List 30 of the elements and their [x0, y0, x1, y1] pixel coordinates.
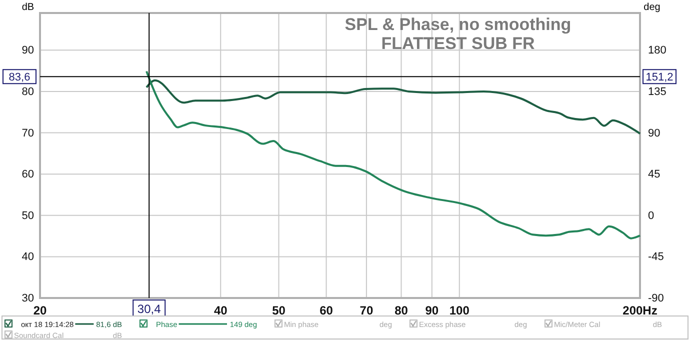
y-axis-title: dB: [22, 2, 34, 13]
y2-tick-label: 135: [648, 86, 666, 98]
x-tick-label: 40: [214, 304, 228, 318]
annotation: 151,2: [646, 72, 674, 84]
y-tick-label: 80: [22, 86, 34, 98]
y-tick-label: 40: [22, 251, 34, 264]
y2-tick-label: 90: [648, 127, 660, 140]
y-tick-label: 30: [22, 292, 34, 305]
y2-tick-label: 0: [648, 210, 654, 222]
x-tick-label: 80: [394, 304, 408, 318]
x-tick-label: 70: [360, 304, 374, 318]
x-tick-label: 200Hz: [622, 304, 658, 318]
y-tick-label: 50: [22, 210, 34, 222]
x-tick-label: 50: [272, 304, 286, 318]
y-tick-label: 70: [22, 127, 34, 140]
y2-tick-label: 45: [648, 168, 660, 181]
x-tick-label: 100: [449, 304, 470, 318]
y-tick-label: 90: [22, 44, 34, 57]
text: FLATTEST SUB FR: [381, 34, 535, 53]
chart-title: SPL & Phase, no smoothing: [344, 15, 572, 34]
x-tick-label: 60: [320, 304, 334, 318]
y2-tick-label: 180: [648, 44, 666, 57]
y2-tick-label: -90: [648, 292, 664, 305]
y2-axis-title: deg: [644, 2, 660, 13]
ref-line-label: 83,6: [8, 72, 30, 84]
x-tick-label: 20: [33, 304, 47, 318]
y-tick-label: 60: [22, 168, 34, 181]
x-tick-label: 90: [425, 304, 439, 318]
y2-tick-label: -45: [648, 251, 664, 264]
ref-line-label: 30,4: [137, 302, 162, 316]
